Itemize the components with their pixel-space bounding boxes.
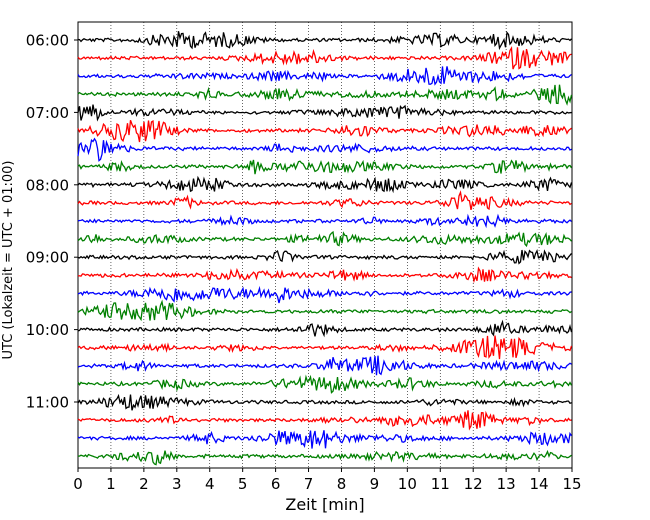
- trace-14: [77, 266, 572, 284]
- x-tick-label-13: 13: [497, 475, 516, 493]
- x-tick-label-10: 10: [398, 475, 417, 493]
- axes-frame: [77, 21, 573, 469]
- y-axis-label: UTC (Lokalzeit = UTC + 01:00): [1, 161, 16, 360]
- y-tick-label-11:00: 11:00: [26, 394, 69, 412]
- trace-22: [77, 410, 572, 431]
- trace-10: [77, 190, 572, 211]
- y-tick-label-06:00: 06:00: [26, 32, 69, 50]
- x-tick-label-2: 2: [139, 475, 149, 493]
- trace-19: [77, 355, 572, 376]
- y-tick-label-09:00: 09:00: [26, 249, 69, 267]
- trace-23: [77, 430, 573, 449]
- x-tick-label-12: 12: [464, 475, 483, 493]
- x-tick-label-8: 8: [337, 475, 347, 493]
- trace-20: [77, 374, 573, 394]
- x-tick-label-6: 6: [271, 475, 281, 493]
- y-tick-label-07:00: 07:00: [26, 104, 69, 122]
- trace-2: [77, 46, 572, 70]
- trace-24: [77, 449, 572, 466]
- trace-13: [77, 248, 572, 265]
- x-tick-label-0: 0: [73, 475, 83, 493]
- y-tick-label-08:00: 08:00: [26, 176, 69, 194]
- trace-21: [77, 393, 572, 411]
- x-axis-ticks: 0 1 2 3 4 5 6 7 8 9 10 11 12 13 14 15: [73, 468, 582, 493]
- trace-16: [77, 299, 572, 322]
- grid-layer: [110, 22, 540, 468]
- x-tick-label-7: 7: [304, 475, 314, 493]
- trace-layer: [77, 31, 573, 466]
- x-tick-label-9: 9: [370, 475, 380, 493]
- trace-5: [77, 104, 572, 122]
- trace-12: [77, 230, 572, 248]
- trace-7: [77, 137, 572, 162]
- trace-18: [77, 335, 573, 360]
- y-axis-ticks: 06:00 07:00 08:00 09:00 10:00 11:00: [26, 32, 78, 412]
- trace-4: [77, 84, 573, 106]
- trace-6: [77, 119, 572, 143]
- trace-3: [77, 66, 572, 86]
- x-tick-label-5: 5: [238, 475, 248, 493]
- trace-9: [77, 175, 573, 194]
- x-tick-label-4: 4: [205, 475, 215, 493]
- y-tick-label-10:00: 10:00: [26, 321, 69, 339]
- trace-8: [77, 159, 573, 175]
- x-tick-label-1: 1: [106, 475, 116, 493]
- x-tick-label-11: 11: [431, 475, 450, 493]
- trace-11: [77, 213, 572, 229]
- trace-17: [77, 319, 573, 338]
- trace-15: [77, 285, 572, 304]
- x-tick-label-15: 15: [562, 475, 581, 493]
- x-tick-label-14: 14: [530, 475, 549, 493]
- x-axis-label: Zeit [min]: [285, 495, 364, 514]
- x-tick-label-3: 3: [172, 475, 182, 493]
- trace-1: [77, 31, 572, 51]
